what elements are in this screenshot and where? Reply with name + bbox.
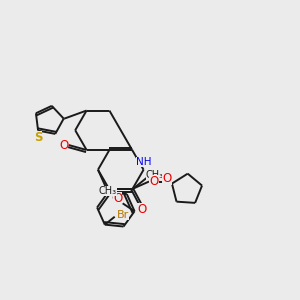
Text: O: O (59, 139, 68, 152)
Text: NH: NH (136, 157, 151, 167)
Text: O: O (137, 203, 147, 216)
Text: O: O (162, 172, 172, 185)
Text: S: S (34, 131, 42, 144)
Text: CH₃: CH₃ (146, 169, 164, 180)
Text: O: O (149, 175, 159, 188)
Text: CH₃: CH₃ (99, 186, 117, 197)
Text: O: O (113, 192, 122, 205)
Text: Br: Br (116, 210, 129, 220)
